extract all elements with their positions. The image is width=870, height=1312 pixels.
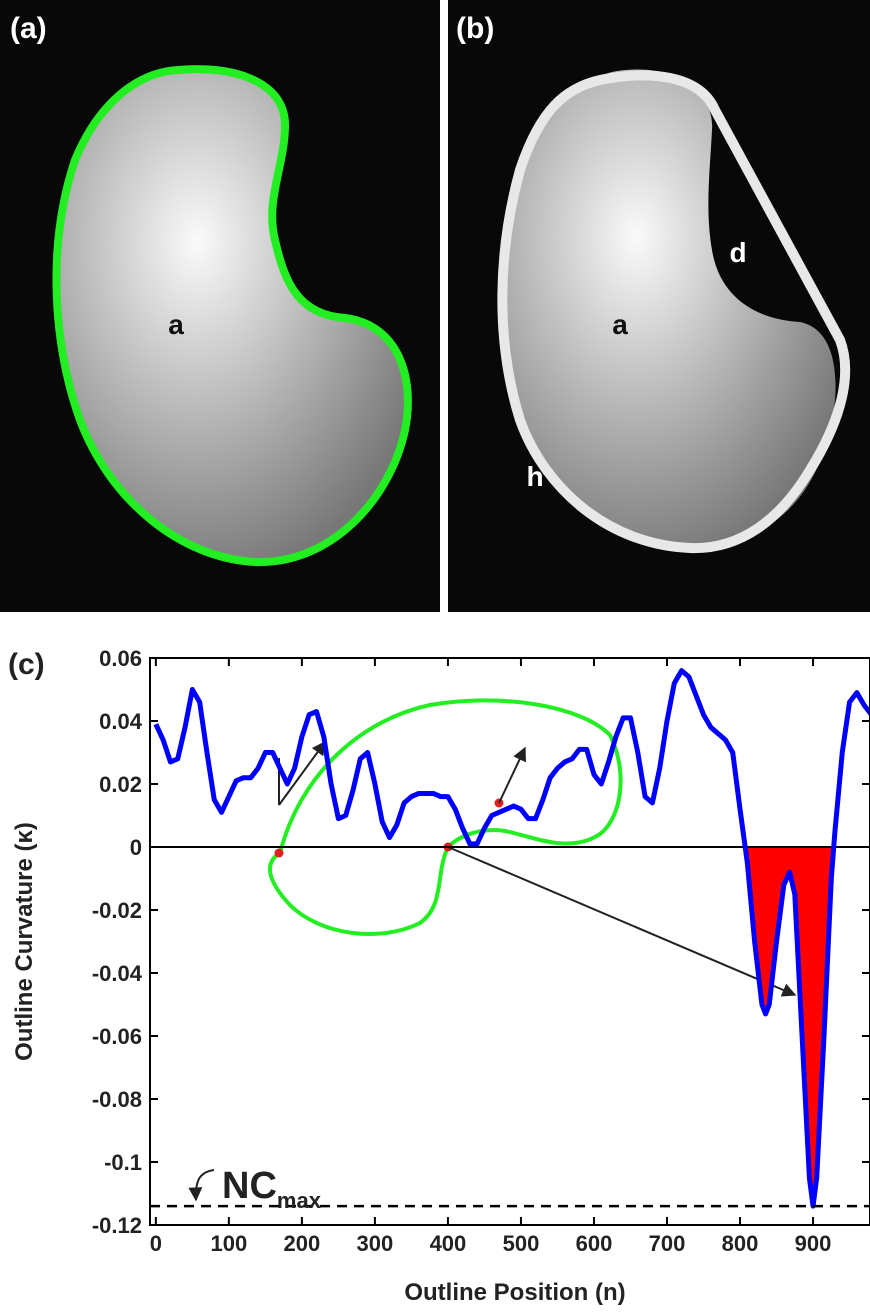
chart: NCmax 0.06 0.04 0.02 0 -0.02 -0.04 -0.06 -0.08 -0…: [11, 646, 870, 1306]
point: [274, 848, 284, 858]
x-tick-label: 100: [211, 1231, 248, 1256]
y-tick-label: -0.1: [104, 1150, 142, 1175]
x-tick-label: 900: [795, 1231, 832, 1256]
annotation: a: [168, 309, 184, 340]
nucleus-outline: [52, 65, 412, 567]
annotation: h: [526, 461, 543, 492]
x-tick-label: 200: [284, 1231, 321, 1256]
y-tick-label: 0.02: [99, 772, 142, 797]
negative-area: [745, 847, 834, 1207]
panel-label: (c): [8, 648, 45, 681]
y-tick-label: 0.04: [99, 709, 143, 734]
y-tick-label: -0.12: [92, 1213, 142, 1238]
threshold-label-main: NC: [222, 1165, 277, 1207]
x-tick-label: 700: [649, 1231, 686, 1256]
threshold-label: NCmax: [222, 1165, 322, 1213]
y-tick-label: -0.06: [92, 1024, 142, 1049]
inset-outline: [268, 698, 623, 936]
arrow: [498, 746, 526, 804]
hull-outline: [497, 70, 851, 554]
plot-frame: [149, 657, 870, 1226]
y-axis-label: Outline Curvature (κ): [11, 822, 38, 1061]
x-tick-label: 300: [357, 1231, 394, 1256]
y-tick-label: 0.06: [99, 646, 142, 671]
arrow: [278, 740, 326, 806]
x-tick-label: 500: [503, 1231, 540, 1256]
annotation: d: [729, 237, 746, 268]
annotation: a: [612, 309, 628, 340]
arrow: [447, 846, 797, 997]
curvature-line: [153, 668, 870, 1209]
x-tick-label: 0: [150, 1231, 162, 1256]
arrow: [188, 1169, 215, 1202]
y-tick-label: 0: [130, 835, 142, 860]
y-tick-label: -0.04: [92, 961, 143, 986]
threshold-label-sub: max: [277, 1188, 322, 1213]
y-tick-label: -0.02: [92, 898, 142, 923]
x-tick-label: 800: [722, 1231, 759, 1256]
y-tick-label: -0.08: [92, 1087, 142, 1112]
x-tick-label: 600: [576, 1231, 613, 1256]
panel-label: (b): [456, 12, 494, 45]
x-tick-label: 400: [430, 1231, 467, 1256]
nucleus: [504, 69, 836, 550]
panel-label: (a): [10, 12, 47, 45]
x-axis-label: Outline Position (n): [404, 1279, 625, 1306]
